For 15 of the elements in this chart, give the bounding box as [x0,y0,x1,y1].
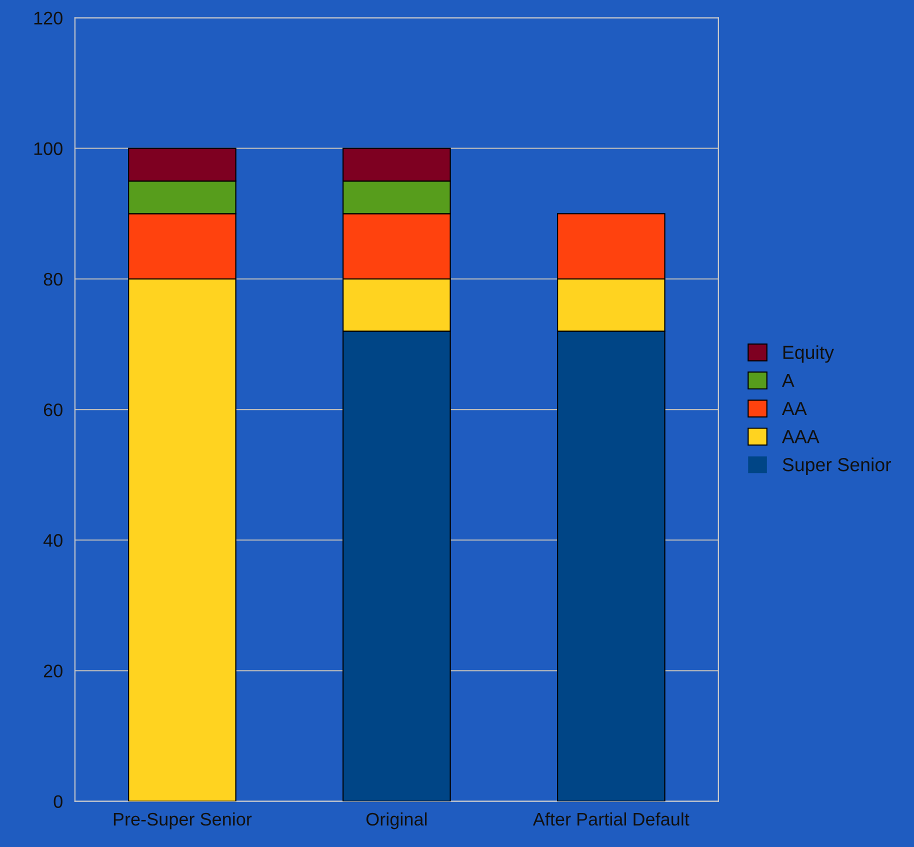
x-tick-label: After Partial Default [532,812,690,826]
legend-label: AAA [782,430,820,444]
legend-label: A [782,374,794,387]
y-tick-label: 20 [44,664,62,678]
y-tick-label: 60 [44,403,62,416]
legend-label: Equity [783,345,834,363]
x-tick-label: Pre-Super Senior [114,812,252,830]
y-tick-label: 100 [34,142,62,156]
y-tick-label: 120 [34,12,62,25]
y-tick-label: 80 [44,272,62,286]
legend-label: Super Senior [782,458,892,476]
y-tick-label: 40 [43,534,62,547]
y-tick-label: 0 [54,795,62,808]
legend-label: AA [782,402,807,415]
x-tick-label: Original [366,812,427,830]
